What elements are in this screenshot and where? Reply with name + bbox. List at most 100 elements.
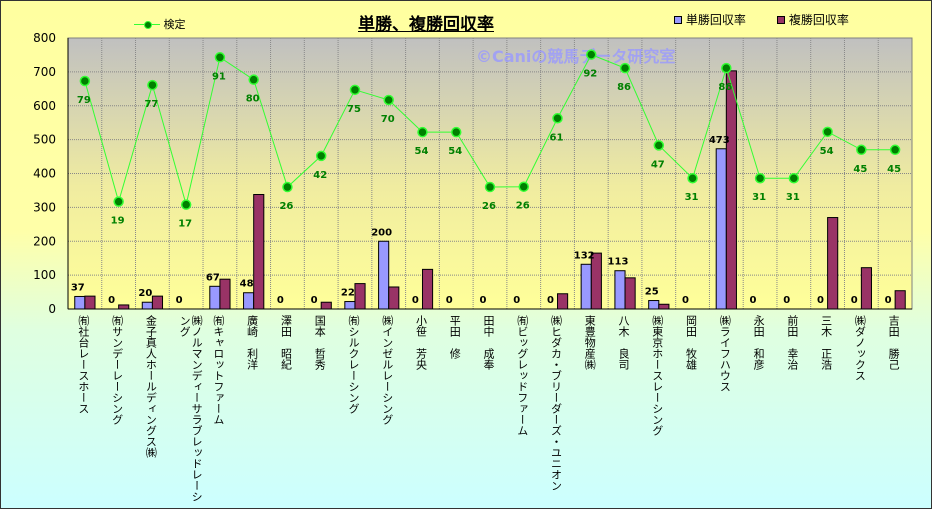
bar-win-label: 67 [206,272,220,283]
bar-win [378,240,390,310]
x-tick-label: 前田 幸治 [785,315,799,370]
y-tick-label: 600 [33,99,56,113]
y-tick-label: 800 [33,31,56,45]
bar-place [388,286,400,310]
bar-place [151,295,164,310]
bar-win-label: 0 [176,295,183,306]
bar-place [253,194,265,310]
bar-win [209,285,221,310]
line-label: 54 [820,146,834,157]
x-tick-label: ㈲キャロットファーム [211,315,225,425]
legend-place-label: 複勝回収率 [788,13,849,27]
x-tick-label: ㈲ビッグレッドファーム [515,315,529,436]
line-label: 47 [651,159,665,170]
bar-place [219,278,231,310]
bar-place [827,217,839,310]
x-tick-label: 八木 良司 [617,315,631,370]
x-tick-label: ㈱ヒダカ・ブリーダーズ・ユニオン [549,315,563,491]
x-tick-label: 三木 正浩 [819,315,833,370]
bar-place [624,277,636,310]
bar-win [580,263,592,310]
line-marker [889,144,901,156]
line-label: 17 [178,219,192,230]
line-marker [147,79,158,91]
chart-title: 単勝、複勝回収率 [358,15,494,35]
x-tick-label: 東豊物産㈱ [583,315,597,370]
bar-win-label: 473 [709,135,730,146]
line-marker [687,172,698,184]
x-tick-label: ㈲シルクレーシング [346,315,360,414]
y-tick-label: 0 [48,302,56,316]
line-marker [586,49,597,60]
line-label: 54 [448,146,462,157]
legend-place-swatch [777,16,785,24]
legend-place: 複勝回収率 [777,11,849,28]
bar-place [84,295,96,310]
bar-win-label: 0 [783,295,790,306]
y-tick-label: 100 [33,268,56,282]
line-label: 92 [583,69,597,80]
line-marker [383,94,394,106]
x-tick-label: ㈱ダノックス [853,315,867,381]
bar-win-label: 25 [645,287,659,298]
bar-win [141,301,153,310]
bar-win-label: 0 [817,295,824,306]
legend-win-swatch [674,16,682,24]
bar-win-label: 0 [547,295,554,306]
bar-win [614,270,626,310]
bar-place [354,283,366,310]
line-marker [180,199,192,210]
bar-win-label: 0 [277,295,284,306]
line-marker [417,126,428,138]
bar-place [320,301,332,310]
bar-win-label: 0 [750,295,757,306]
bar-win-label: 0 [446,295,453,306]
bar-place [894,290,906,310]
bar-win-label: 0 [885,295,892,306]
bar-win-label: 22 [341,288,355,299]
line-label: 91 [212,71,226,82]
x-tick-label: 田中 成奉 [482,315,495,370]
bar-win-label: 0 [311,295,318,306]
x-tick-label: ㈱インゼルレーシング [380,315,394,425]
bar-win-label: 37 [71,282,85,293]
bar-win [715,148,727,310]
legend-win-label: 単勝回収率 [685,13,746,27]
line-marker [282,181,293,193]
line-marker [484,181,496,193]
bar-win-label: 200 [371,227,392,238]
legend-line: 検定 [134,16,186,32]
x-tick-label: 金子真人ホールディングス㈱ [144,315,158,458]
bar-win-label: 0 [682,295,689,306]
line-marker [619,62,631,74]
line-label: 26 [279,201,293,212]
line-label: 61 [550,132,564,143]
x-tick-label: ㈱ノルマンディーサラブレッドレーシング [178,315,204,502]
line-label: 79 [77,95,91,106]
bar-place [658,303,670,310]
line-label: 31 [786,192,800,203]
line-marker [214,52,226,63]
x-tick-label: 廣崎 利洋 [245,315,259,370]
y-tick-label: 700 [33,65,56,79]
legend-win: 単勝回収率 [674,11,746,28]
x-tick-label: 国本 哲秀 [313,315,327,370]
line-label: 26 [482,201,496,212]
line-marker [518,181,530,192]
bar-win [648,300,660,310]
x-tick-label: ㈲社台レースホース [76,315,90,414]
line-label: 31 [685,192,699,203]
line-marker [349,84,361,96]
x-tick-label: 吉田 勝己 [887,315,901,370]
line-marker [113,196,124,207]
line-marker [248,74,259,85]
line-label: 26 [516,201,530,212]
line-label: 45 [853,164,867,175]
line-label: 75 [347,104,361,115]
line-marker [822,126,833,138]
bar-win [74,295,86,310]
line-label: 19 [111,216,125,227]
bar-win [344,301,356,310]
